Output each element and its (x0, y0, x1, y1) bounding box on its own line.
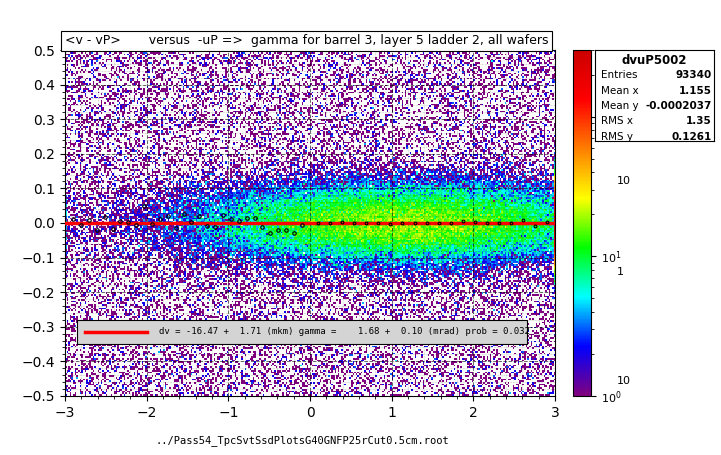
FancyBboxPatch shape (77, 320, 526, 344)
Text: ../Pass54_TpcSvtSsdPlotsG40GNFP25rCut0.5cm.root: ../Pass54_TpcSvtSsdPlotsG40GNFP25rCut0.5… (156, 435, 450, 446)
Text: RMS y: RMS y (601, 132, 633, 142)
Text: dv = -16.47 +  1.71 (mkm) gamma =    1.68 +  0.10 (mrad) prob = 0.032: dv = -16.47 + 1.71 (mkm) gamma = 1.68 + … (159, 328, 530, 336)
Text: dvuP5002: dvuP5002 (622, 54, 687, 67)
Text: 1: 1 (617, 267, 624, 277)
Text: 10: 10 (617, 376, 631, 386)
Text: 93340: 93340 (675, 70, 712, 80)
Text: 0.1261: 0.1261 (671, 132, 712, 142)
Text: RMS x: RMS x (601, 116, 633, 126)
Text: Mean y: Mean y (601, 101, 638, 111)
Text: Entries: Entries (601, 70, 637, 80)
Text: <v - vP>       versus  -uP =>  gamma for barrel 3, layer 5 ladder 2, all wafers: <v - vP> versus -uP => gamma for barrel … (65, 35, 549, 47)
Text: Mean x: Mean x (601, 86, 638, 96)
Text: 1.155: 1.155 (678, 86, 712, 96)
Text: 10: 10 (617, 176, 631, 186)
Text: 1.35: 1.35 (686, 116, 712, 126)
Text: -0.0002037: -0.0002037 (645, 101, 712, 111)
